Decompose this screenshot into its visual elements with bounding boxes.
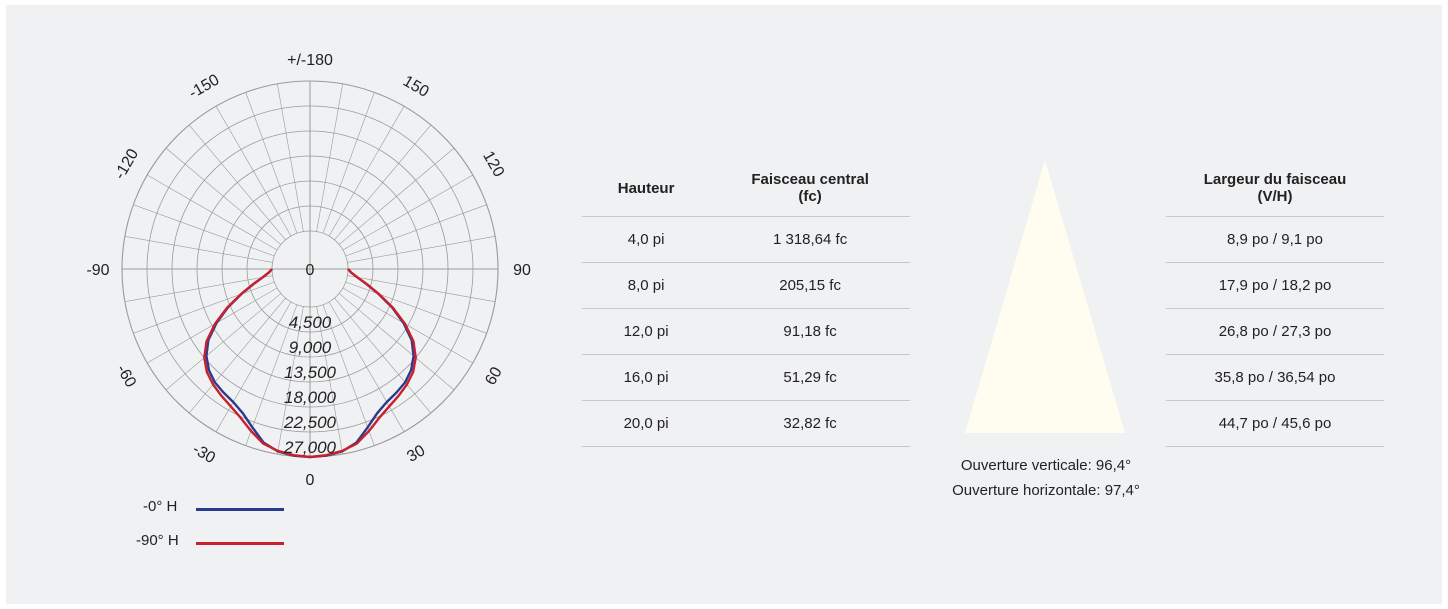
polar-spoke (328, 106, 405, 237)
polar-spoke (165, 147, 282, 245)
legend-swatch-blue (196, 508, 284, 511)
polar-spoke (147, 287, 278, 364)
table-header-row: Largeur du faisceau (V/H) (1166, 160, 1384, 217)
table-header-row: Hauteur Faisceau central (fc) (582, 160, 910, 217)
cell-beam-width: 44,7 po / 45,6 po (1166, 400, 1384, 447)
angle-tick-label: -90 (86, 262, 109, 279)
table-row: 26,8 po / 27,3 po (1166, 308, 1384, 355)
cell-center-beam: 205,15 fc (710, 262, 910, 309)
legend-item-0h: -0° H (143, 498, 284, 515)
polar-spoke (124, 236, 273, 263)
column-header-height: Hauteur (582, 160, 711, 217)
polar-spoke (328, 301, 405, 432)
polar-spoke (133, 281, 275, 334)
table-row: 44,7 po / 45,6 po (1166, 400, 1384, 447)
polar-spoke (245, 304, 298, 446)
legend-swatch-red (196, 542, 284, 545)
cell-center-beam: 1 318,64 fc (710, 216, 910, 263)
legend-label: -0° H (143, 498, 178, 515)
radial-tick-label: 22,500 (283, 413, 337, 432)
angle-tick-label: -150 (186, 71, 222, 102)
cell-height: 12,0 pi (582, 308, 711, 355)
polar-labels: 4,500 9,000 13,500 18,000 22,500 27,000 0 0 30 -3… (86, 52, 531, 489)
beam-cone (965, 160, 1125, 433)
table-row: 20,0 pi 32,82 fc (582, 400, 910, 447)
table-row: 8,0 pi 205,15 fc (582, 262, 910, 309)
cell-beam-width: 17,9 po / 18,2 po (1166, 262, 1384, 309)
cell-beam-width: 26,8 po / 27,3 po (1166, 308, 1384, 355)
polar-spoke (316, 83, 343, 232)
legend-item-90h: -90° H (136, 532, 284, 549)
angle-tick-label: 120 (479, 148, 507, 180)
polar-spoke (316, 306, 343, 455)
polar-spoke (277, 83, 304, 232)
radial-tick-label: 9,000 (289, 338, 332, 357)
polar-chart: 4,500 9,000 13,500 18,000 22,500 27,000 0 0 30 -3… (86, 52, 531, 489)
cell-beam-width: 35,8 po / 36,54 po (1166, 354, 1384, 401)
polar-spoke (215, 301, 292, 432)
table-row: 8,9 po / 9,1 po (1166, 216, 1384, 263)
polar-spoke (124, 275, 273, 302)
radial-tick-label: 27,000 (283, 438, 337, 457)
cell-beam-width: 8,9 po / 9,1 po (1166, 216, 1384, 263)
cell-height: 20,0 pi (582, 400, 711, 447)
cell-center-beam: 91,18 fc (710, 308, 910, 355)
polar-spoke (338, 147, 455, 245)
cell-height: 16,0 pi (582, 354, 711, 401)
column-header-center-beam: Faisceau central (fc) (710, 160, 910, 217)
radial-tick-label: 4,500 (289, 313, 332, 332)
photometric-table: Hauteur Faisceau central (fc) 4,0 pi 1 31… (582, 160, 910, 447)
angle-tick-label: +/-180 (287, 52, 333, 69)
polar-spoke (147, 174, 278, 251)
angle-tick-label: 30 (404, 442, 428, 466)
polar-spoke (188, 297, 286, 414)
angle-tick-label: -60 (113, 362, 139, 391)
column-header-beam-width: Largeur du faisceau (V/H) (1166, 160, 1384, 217)
angle-tick-label: 0 (306, 472, 315, 489)
polar-spoke (345, 281, 487, 334)
polar-spoke (215, 106, 292, 237)
cell-center-beam: 51,29 fc (710, 354, 910, 401)
center-label: 0 (306, 262, 315, 279)
angle-tick-label: -120 (111, 146, 142, 182)
table-row: 12,0 pi 91,18 fc (582, 308, 910, 355)
legend-label: -90° H (136, 532, 179, 549)
table-row: 35,8 po / 36,54 po (1166, 354, 1384, 401)
angle-tick-label: 60 (482, 364, 506, 388)
cell-height: 4,0 pi (582, 216, 711, 263)
polar-spoke (347, 236, 496, 263)
polar-grid (121, 80, 499, 458)
cell-height: 8,0 pi (582, 262, 711, 309)
polar-spoke (334, 297, 432, 414)
horizontal-aperture: Ouverture horizontale: 97,4° (952, 482, 1140, 499)
polar-spoke (188, 124, 286, 241)
radial-tick-label: 13,500 (284, 363, 337, 382)
polar-spoke (133, 204, 275, 257)
angle-tick-label: 90 (513, 262, 531, 279)
polar-spoke (277, 306, 304, 455)
polar-spoke (165, 293, 282, 391)
beam-width-table: Largeur du faisceau (V/H) 8,9 po / 9,1 p… (1166, 160, 1384, 447)
radial-tick-label: 18,000 (284, 388, 337, 407)
angle-tick-label: 150 (400, 73, 432, 101)
photometry-panel: 4,500 9,000 13,500 18,000 22,500 27,000 0 0 30 -3… (6, 5, 1442, 604)
cell-center-beam: 32,82 fc (710, 400, 910, 447)
beam-cone-shape (965, 160, 1125, 433)
table-row: 17,9 po / 18,2 po (1166, 262, 1384, 309)
vertical-aperture: Ouverture verticale: 96,4° (960, 457, 1132, 474)
polar-spoke (347, 275, 496, 302)
polar-spoke (245, 92, 298, 234)
polar-spoke (322, 92, 375, 234)
polar-series-layer (203, 268, 417, 459)
angle-tick-label: -30 (189, 441, 218, 467)
polar-series-line (203, 268, 417, 459)
polar-spoke (342, 174, 473, 251)
table-row: 4,0 pi 1 318,64 fc (582, 216, 910, 263)
polar-spoke (342, 287, 473, 364)
polar-spoke (338, 293, 455, 391)
polar-spoke (345, 204, 487, 257)
table-row: 16,0 pi 51,29 fc (582, 354, 910, 401)
polar-spoke (334, 124, 432, 241)
polar-spoke (322, 304, 375, 446)
